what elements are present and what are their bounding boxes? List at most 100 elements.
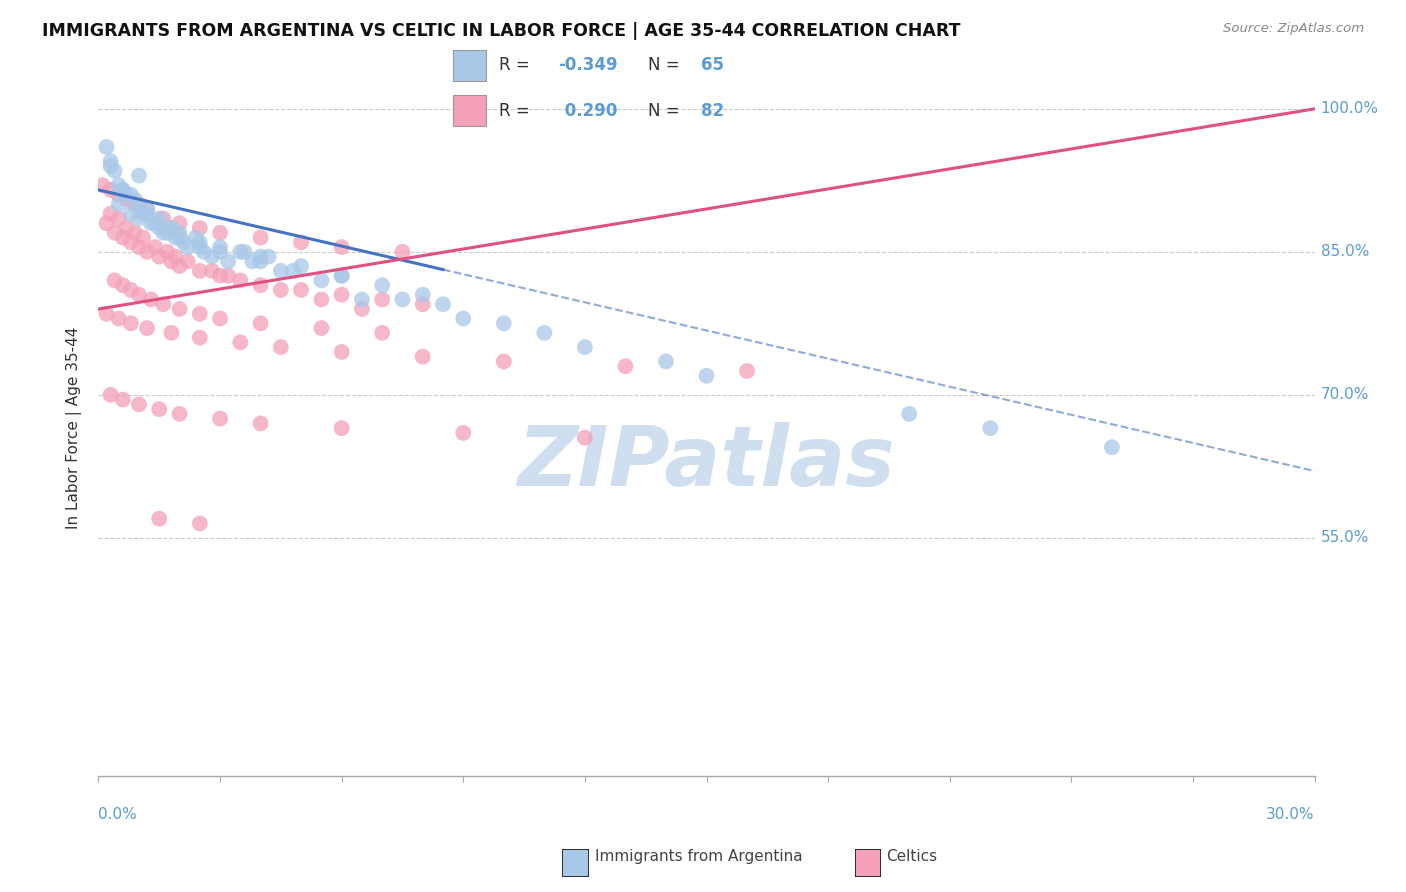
Point (290, 259, 312, 273)
Text: N =: N = (648, 56, 679, 74)
Point (115, 221, 138, 235)
Point (148, 250, 170, 264)
Point (311, 293, 333, 307)
Point (132, 207, 155, 221)
Point (188, 330, 211, 344)
Y-axis label: In Labor Force | Age 35-44: In Labor Force | Age 35-44 (66, 327, 83, 529)
Point (249, 230, 271, 244)
Point (898, 407, 921, 421)
Point (107, 311, 129, 326)
Point (1101, 440, 1123, 454)
Point (100, 207, 122, 221)
Point (143, 240, 166, 254)
Point (371, 278, 394, 293)
Point (156, 244, 179, 259)
Point (115, 193, 138, 207)
Point (249, 316, 271, 330)
Point (148, 512, 170, 526)
Point (735, 364, 758, 378)
Text: -0.349: -0.349 (558, 56, 619, 74)
Point (173, 235, 195, 250)
Point (100, 159, 122, 173)
Text: N =: N = (648, 102, 679, 120)
Point (107, 211, 129, 226)
Point (270, 264, 292, 278)
Point (209, 226, 232, 240)
Text: 0.290: 0.290 (558, 102, 617, 120)
Point (257, 250, 280, 264)
Text: Immigrants from Argentina: Immigrants from Argentina (595, 849, 803, 863)
Point (115, 187, 138, 202)
Point (249, 250, 271, 264)
Point (124, 193, 146, 207)
Point (574, 431, 596, 445)
Point (120, 283, 142, 297)
Text: 100.0%: 100.0% (1320, 102, 1379, 116)
Point (188, 516, 211, 531)
Point (533, 326, 555, 340)
Point (979, 421, 1001, 435)
FancyBboxPatch shape (453, 50, 486, 81)
Point (281, 264, 304, 278)
Point (201, 250, 224, 264)
Point (169, 407, 191, 421)
Text: Source: ZipAtlas.com: Source: ZipAtlas.com (1223, 22, 1364, 36)
Point (132, 230, 155, 244)
Point (120, 316, 142, 330)
Point (371, 293, 394, 307)
Point (160, 221, 183, 235)
Point (193, 244, 215, 259)
Point (136, 202, 159, 216)
Point (111, 183, 134, 197)
Point (371, 326, 394, 340)
Point (176, 254, 198, 268)
Point (209, 240, 232, 254)
Point (330, 268, 353, 283)
Point (136, 202, 159, 216)
Point (432, 297, 454, 311)
Point (249, 278, 271, 293)
Point (655, 354, 678, 368)
Point (184, 230, 207, 244)
Point (148, 402, 170, 417)
Point (229, 335, 252, 350)
Point (188, 221, 211, 235)
Point (391, 293, 413, 307)
Point (124, 197, 146, 211)
Point (139, 293, 162, 307)
Point (160, 221, 183, 235)
Point (574, 340, 596, 354)
Point (209, 411, 232, 425)
Point (107, 178, 129, 193)
Point (188, 235, 211, 250)
Text: Celtics: Celtics (886, 849, 936, 863)
Point (233, 244, 256, 259)
Point (111, 230, 134, 244)
Text: 0.0%: 0.0% (98, 806, 138, 822)
Point (229, 273, 252, 287)
Point (148, 221, 170, 235)
Point (169, 259, 191, 273)
Point (229, 244, 252, 259)
Point (169, 216, 191, 230)
Point (169, 230, 191, 244)
Point (330, 240, 353, 254)
Point (96, 307, 118, 321)
Point (160, 254, 183, 268)
Point (107, 187, 129, 202)
Point (412, 287, 434, 301)
Point (120, 207, 142, 221)
Point (128, 197, 150, 211)
Point (160, 326, 183, 340)
Text: 65: 65 (700, 56, 724, 74)
Point (412, 297, 434, 311)
FancyBboxPatch shape (453, 95, 486, 126)
Point (330, 268, 353, 283)
Text: R =: R = (499, 56, 530, 74)
Point (188, 264, 211, 278)
Point (290, 283, 312, 297)
Point (143, 216, 166, 230)
Point (136, 207, 159, 221)
Point (120, 187, 142, 202)
Point (188, 240, 211, 254)
